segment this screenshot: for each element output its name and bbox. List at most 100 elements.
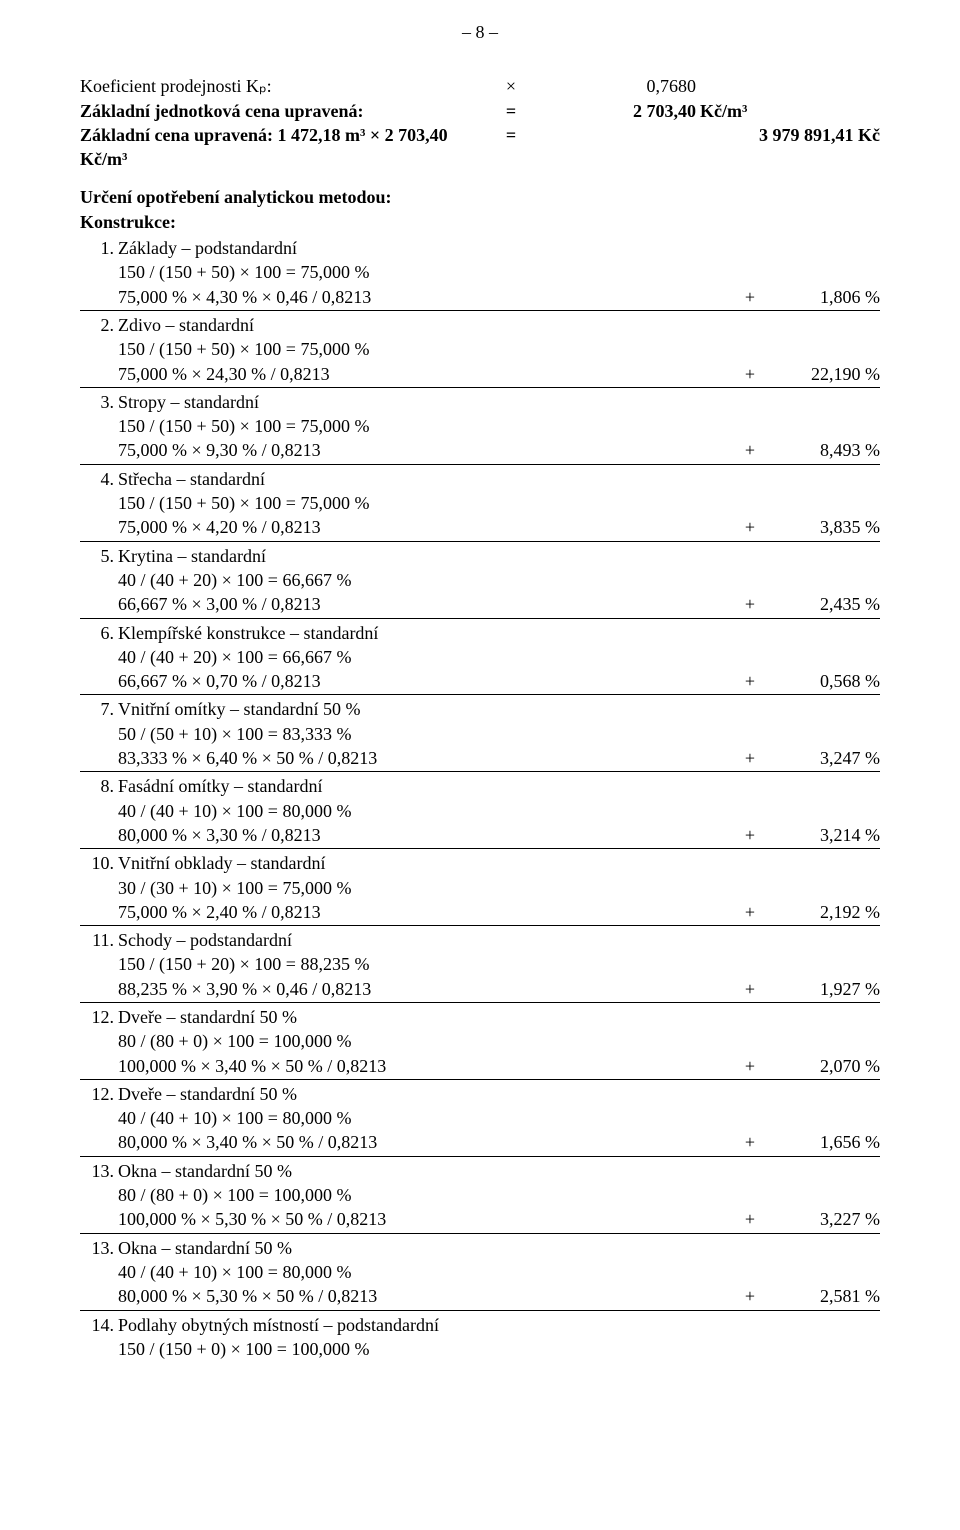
page-number: – 8 – [80,20,880,44]
label: Základní cena upravená: 1 472,18 m³ × 2 … [80,123,486,172]
item-number: 3. [80,390,118,414]
item-title: Okna – standardní 50 % [118,1159,880,1183]
item-number: 5. [80,544,118,568]
item-result-op: + [730,592,770,616]
item: 4.Střecha – standardní150 / (150 + 50) ×… [80,467,880,542]
label: Základní jednotková cena upravená: [80,99,486,123]
item-result-op: + [730,1054,770,1078]
item-number: 12. [80,1005,118,1029]
item: 14.Podlahy obytných místností – podstand… [80,1313,880,1362]
item-title: Dveře – standardní 50 % [118,1005,880,1029]
item-result-value: 2,435 % [770,592,880,616]
item-result-expr: 75,000 % × 2,40 % / 0,8213 [118,900,730,924]
item-result-expr: 80,000 % × 5,30 % × 50 % / 0,8213 [118,1284,730,1308]
item-result-op: + [730,669,770,693]
header-row-unit-price: Základní jednotková cena upravená: = 2 7… [80,99,880,123]
item: 12.Dveře – standardní 50 %80 / (80 + 0) … [80,1005,880,1080]
item: 1.Základy – podstandardní150 / (150 + 50… [80,236,880,311]
item-number: 6. [80,621,118,645]
item-calc: 40 / (40 + 20) × 100 = 66,667 % [80,568,880,592]
item-calc: 80 / (80 + 0) × 100 = 100,000 % [80,1029,880,1053]
item-result: 75,000 % × 4,20 % / 0,8213+3,835 % [80,515,880,541]
section-title: Určení opotřebení analytickou metodou: [80,185,880,209]
item: 12.Dveře – standardní 50 %40 / (40 + 10)… [80,1082,880,1157]
item-result-expr: 75,000 % × 4,20 % / 0,8213 [118,515,730,539]
item-result: 83,333 % × 6,40 % × 50 % / 0,8213+3,247 … [80,746,880,772]
item-head: 7.Vnitřní omítky – standardní 50 % [80,697,880,721]
item-head: 11.Schody – podstandardní [80,928,880,952]
item-result-value: 3,227 % [770,1207,880,1231]
item-head: 8.Fasádní omítky – standardní [80,774,880,798]
item-title: Klempířské konstrukce – standardní [118,621,880,645]
item: 6.Klempířské konstrukce – standardní40 /… [80,621,880,696]
item-result-expr: 100,000 % × 5,30 % × 50 % / 0,8213 [118,1207,730,1231]
item-head: 4.Střecha – standardní [80,467,880,491]
item-number: 7. [80,697,118,721]
item-head: 1.Základy – podstandardní [80,236,880,260]
item-result-op: + [730,1207,770,1231]
item-result: 75,000 % × 4,30 % × 0,46 / 0,8213+1,806 … [80,285,880,311]
item-calc: 150 / (150 + 20) × 100 = 88,235 % [80,952,880,976]
item-title: Dveře – standardní 50 % [118,1082,880,1106]
item-number: 4. [80,467,118,491]
item-result-value: 0,568 % [770,669,880,693]
item-result-op: + [730,823,770,847]
item-number: 8. [80,774,118,798]
item-head: 12.Dveře – standardní 50 % [80,1082,880,1106]
item-head: 2.Zdivo – standardní [80,313,880,337]
item-head: 6.Klempířské konstrukce – standardní [80,621,880,645]
item-result-op: + [730,362,770,386]
item: 7.Vnitřní omítky – standardní 50 %50 / (… [80,697,880,772]
item-result-expr: 88,235 % × 3,90 % × 0,46 / 0,8213 [118,977,730,1001]
item-result-expr: 80,000 % × 3,30 % / 0,8213 [118,823,730,847]
item-calc: 40 / (40 + 10) × 100 = 80,000 % [80,799,880,823]
item-calc: 40 / (40 + 20) × 100 = 66,667 % [80,645,880,669]
item-calc: 150 / (150 + 0) × 100 = 100,000 % [80,1337,880,1361]
item-result: 75,000 % × 9,30 % / 0,8213+8,493 % [80,438,880,464]
item-title: Fasádní omítky – standardní [118,774,880,798]
item-calc: 30 / (30 + 10) × 100 = 75,000 % [80,876,880,900]
item-calc: 150 / (150 + 50) × 100 = 75,000 % [80,414,880,438]
item-calc: 80 / (80 + 0) × 100 = 100,000 % [80,1183,880,1207]
item-title: Podlahy obytných místností – podstandard… [118,1313,880,1337]
item-title: Okna – standardní 50 % [118,1236,880,1260]
item-result: 80,000 % × 3,30 % / 0,8213+3,214 % [80,823,880,849]
constructions-label: Konstrukce: [80,210,880,234]
item-result-expr: 75,000 % × 9,30 % / 0,8213 [118,438,730,462]
item-head: 5.Krytina – standardní [80,544,880,568]
item-title: Vnitřní obklady – standardní [118,851,880,875]
item: 11.Schody – podstandardní150 / (150 + 20… [80,928,880,1003]
item-result-value: 1,927 % [770,977,880,1001]
item-result-value: 1,806 % [770,285,880,309]
item-calc: 150 / (150 + 50) × 100 = 75,000 % [80,491,880,515]
item-result-op: + [730,1130,770,1154]
item-number: 1. [80,236,118,260]
item-result-expr: 66,667 % × 3,00 % / 0,8213 [118,592,730,616]
header-row-kp: Koeficient prodejnosti Kₚ: × 0,7680 [80,74,880,98]
item-result-op: + [730,285,770,309]
item-head: 12.Dveře – standardní 50 % [80,1005,880,1029]
item-title: Stropy – standardní [118,390,880,414]
item-title: Střecha – standardní [118,467,880,491]
item: 13.Okna – standardní 50 %40 / (40 + 10) … [80,1236,880,1311]
item-result: 80,000 % × 3,40 % × 50 % / 0,8213+1,656 … [80,1130,880,1156]
header-row-total-price: Základní cena upravená: 1 472,18 m³ × 2 … [80,123,880,172]
op: × [486,74,536,98]
value: 0,7680 [536,74,696,98]
item-result-expr: 75,000 % × 24,30 % / 0,8213 [118,362,730,386]
item-result-op: + [730,977,770,1001]
item-number: 10. [80,851,118,875]
item: 2.Zdivo – standardní150 / (150 + 50) × 1… [80,313,880,388]
item-result-op: + [730,900,770,924]
item-result-expr: 80,000 % × 3,40 % × 50 % / 0,8213 [118,1130,730,1154]
item-result-value: 3,835 % [770,515,880,539]
unit: Kč/m³ [696,99,740,123]
item: 10.Vnitřní obklady – standardní30 / (30 … [80,851,880,926]
item-title: Vnitřní omítky – standardní 50 % [118,697,880,721]
item-result-value: 8,493 % [770,438,880,462]
items-list: 1.Základy – podstandardní 150 / (150 + 50… [80,236,880,1361]
item-result-value: 1,656 % [770,1130,880,1154]
item-calc: 40 / (40 + 10) × 100 = 80,000 % [80,1106,880,1130]
item-calc: 50 / (50 + 10) × 100 = 83,333 % [80,722,880,746]
item-result: 66,667 % × 3,00 % / 0,8213+2,435 % [80,592,880,618]
